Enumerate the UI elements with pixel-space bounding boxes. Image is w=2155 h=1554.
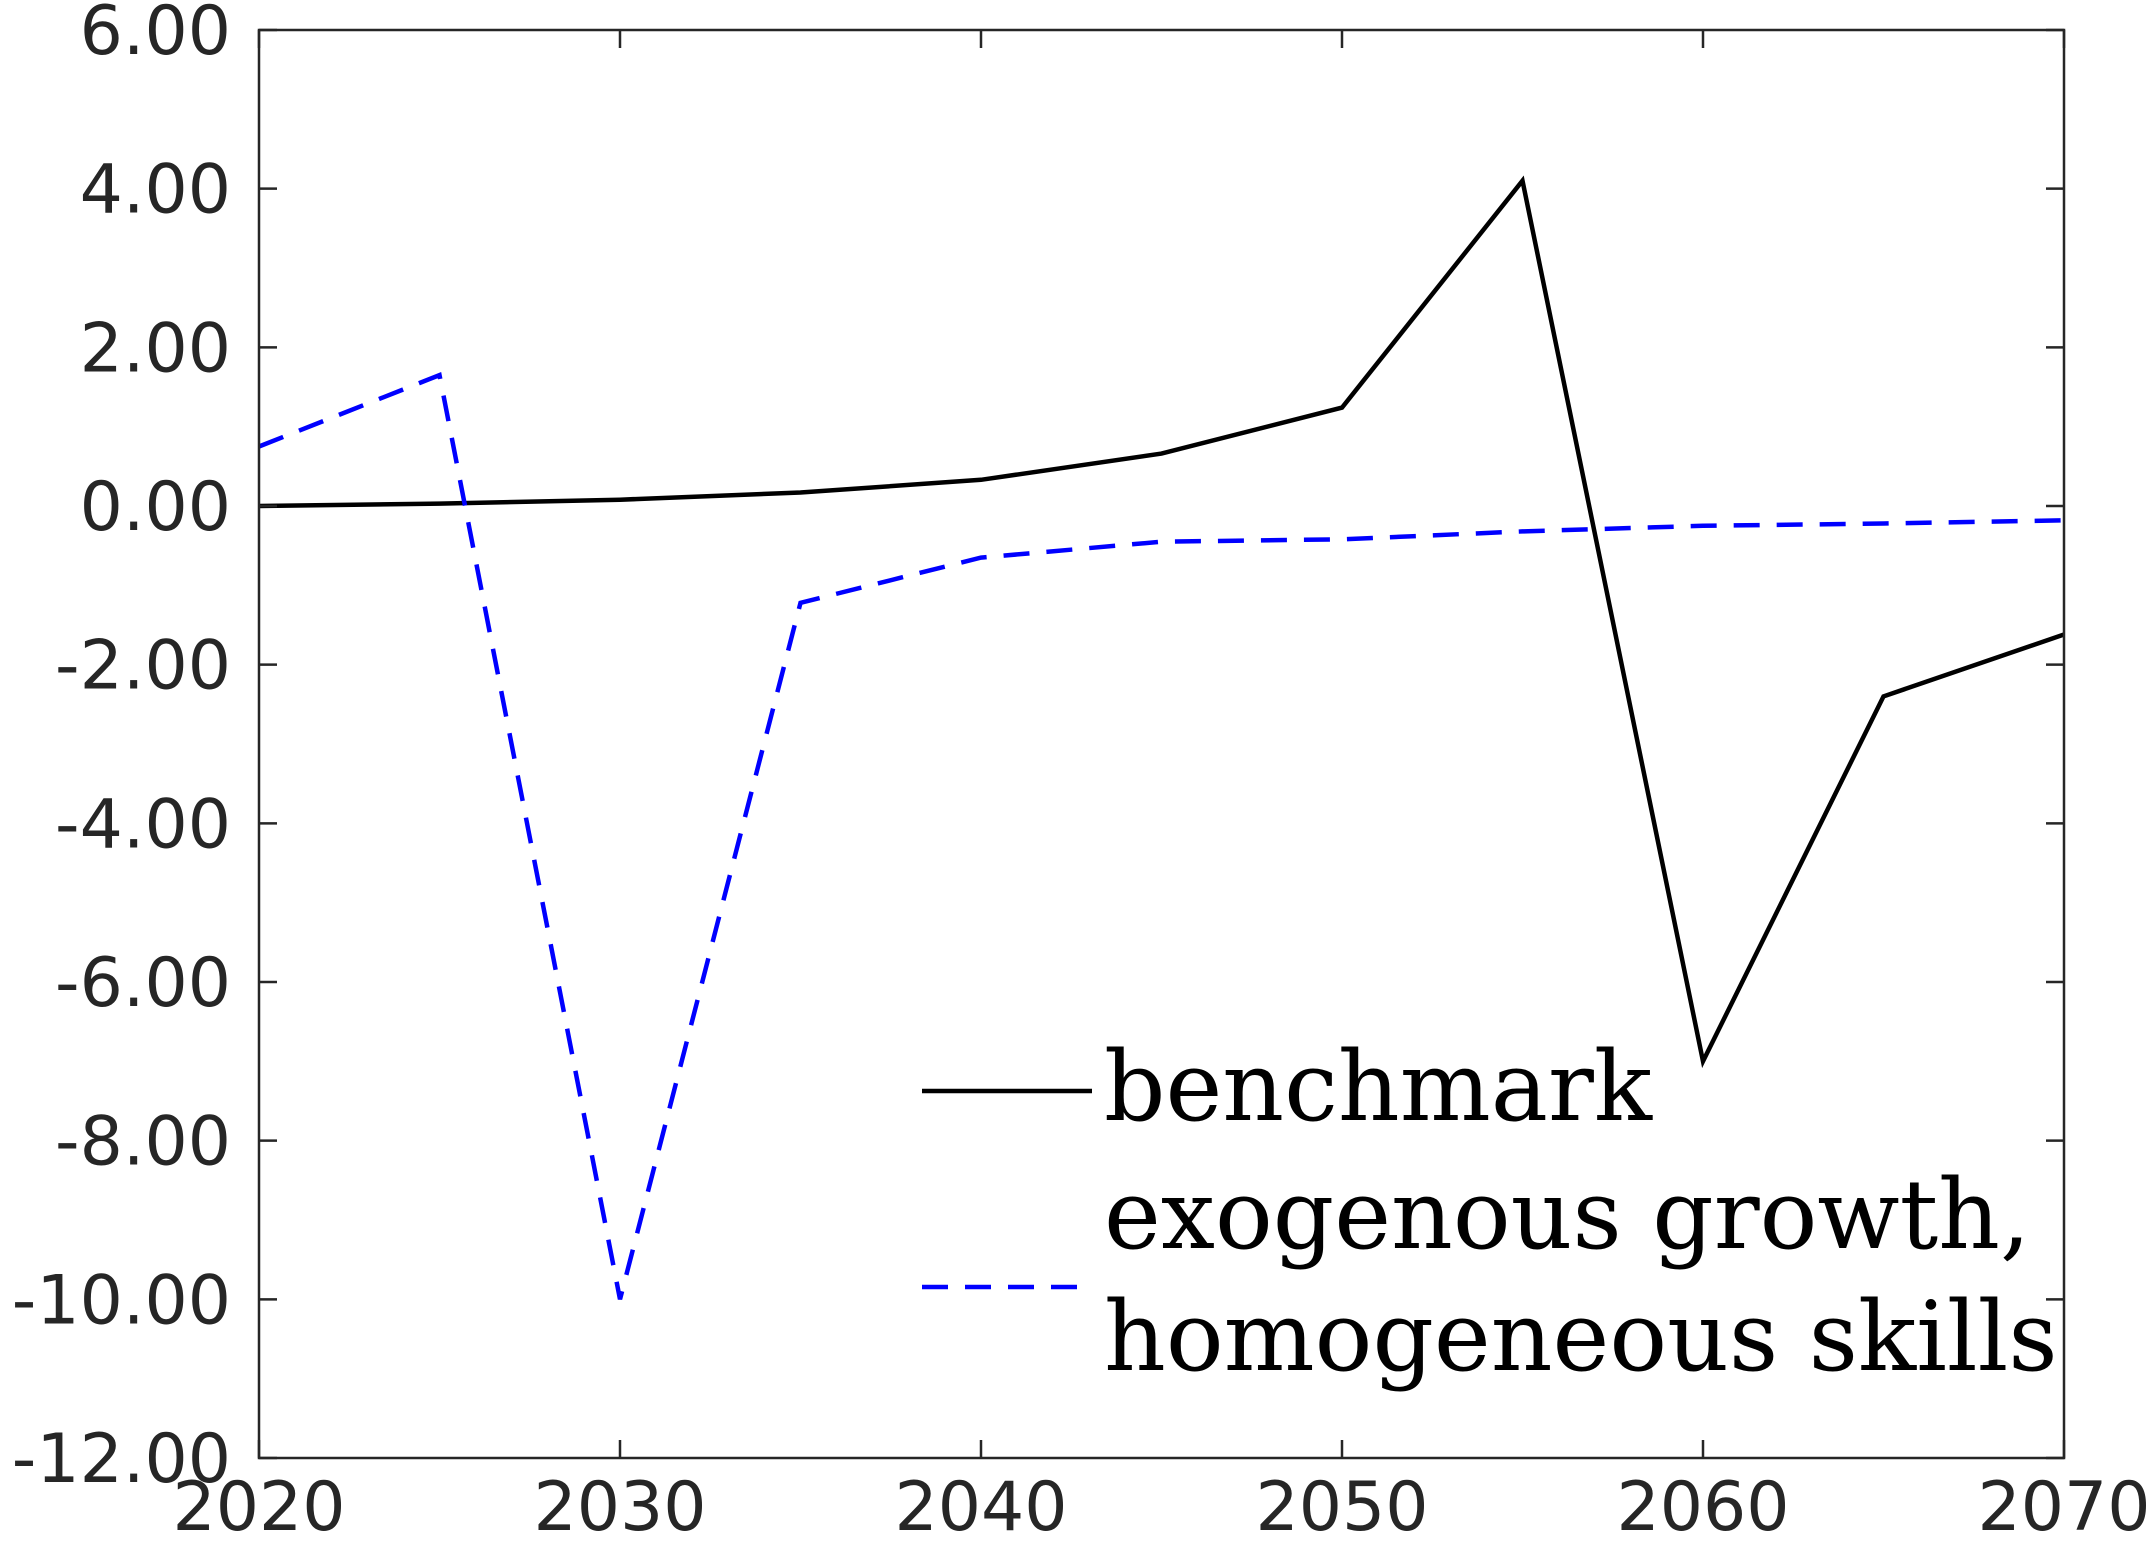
x-tick-label-2060: 2060 (1616, 1468, 1789, 1547)
legend-label-benchmark: benchmark (1104, 1031, 1653, 1143)
y-tick-label-8-00: -8.00 (55, 1103, 231, 1182)
y-tick-label-12-00: -12.00 (12, 1420, 231, 1499)
axes-frame (257, 28, 2066, 1460)
y-tick-label-2-00: 2.00 (80, 309, 231, 388)
legend-label-exogenous-growth-line1: exogenous growth, (1104, 1159, 2030, 1271)
x-tick-label-2040: 2040 (894, 1468, 1067, 1547)
axis-ticks (257, 28, 2066, 1460)
y-tick-label-4-00: 4.00 (80, 151, 231, 230)
x-tick-label-2020: 2020 (172, 1468, 345, 1547)
legend-label-exogenous-growth-line2: homogeneous skills (1104, 1281, 2058, 1393)
x-tick-label-2070: 2070 (1977, 1468, 2150, 1547)
y-tick-label-4-00: -4.00 (55, 785, 231, 864)
x-tick-label-2030: 2030 (533, 1468, 706, 1547)
series-line-benchmark (258, 175, 2065, 1069)
y-tick-label-10-00: -10.00 (12, 1261, 231, 1340)
y-tick-label-2-00: -2.00 (55, 627, 231, 706)
y-tick-label-0-00: 0.00 (80, 468, 231, 547)
legend: benchmark exogenous growth, homogeneous … (922, 1031, 2058, 1393)
y-tick-label-6-00: -6.00 (55, 944, 231, 1023)
x-tick-label-2050: 2050 (1255, 1468, 1428, 1547)
axis-tick-labels: 2020 2030 2040 2050 2060 2070 6.00 4.00 2.00 0.00… (12, 0, 2151, 1547)
plot-lines (258, 175, 2065, 1300)
series-line-exogenous-growth (258, 372, 2065, 1300)
y-tick-label-6-00: 6.00 (80, 0, 231, 71)
